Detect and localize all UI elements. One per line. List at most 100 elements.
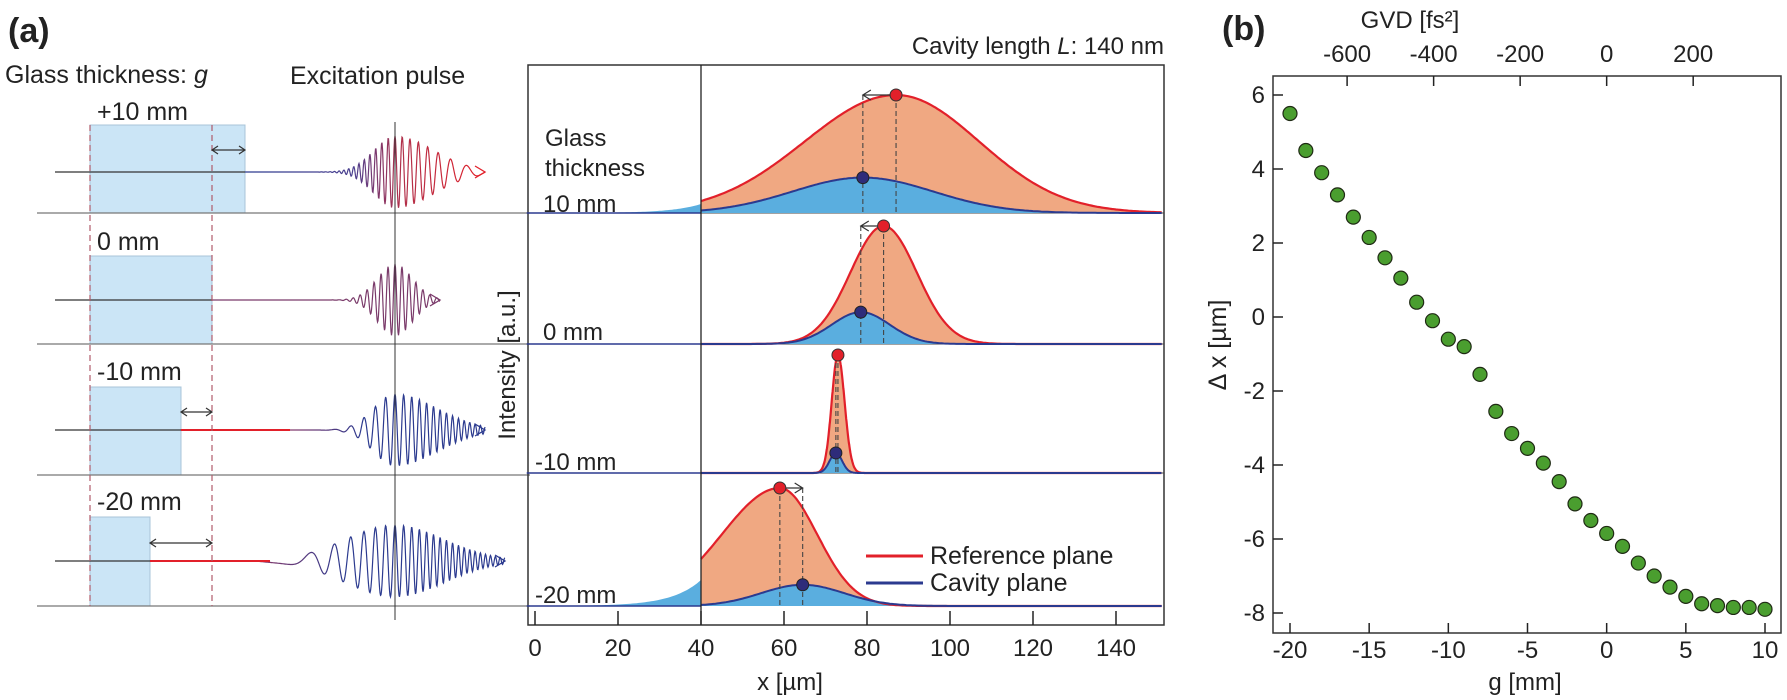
data-point (1678, 588, 1694, 604)
data-point (1361, 229, 1377, 246)
glass-block (89, 386, 182, 476)
y-axis-label-delta-x: Δ x [µm] (1204, 300, 1232, 391)
top-x-tick-label: -200 (1496, 41, 1544, 68)
reference-plane-fill (701, 488, 1162, 606)
top-x-tick-label: 200 (1673, 41, 1713, 68)
data-point (1630, 555, 1646, 571)
y-tick-label: 4 (1252, 156, 1265, 183)
subplot-header-line-2: thickness (545, 155, 645, 182)
legend-label-cavity: Cavity plane (930, 569, 1068, 597)
panel-b-label: (b) (1222, 10, 1265, 48)
data-point (1583, 512, 1599, 529)
cavity-tail-fill (526, 204, 701, 213)
data-point (1409, 294, 1425, 310)
cavity-peak-dot (854, 305, 868, 319)
data-point (1329, 187, 1346, 203)
reference-peak-dot (831, 348, 845, 362)
data-point (1567, 496, 1583, 512)
excitation-pulse-title: Excitation pulse (290, 62, 465, 90)
data-point (1393, 270, 1409, 286)
y-tick-label: -2 (1244, 378, 1265, 405)
arrow-head-icon (474, 423, 487, 437)
reference-plane-fill (701, 95, 1162, 213)
x-tick-label: 10 (1752, 637, 1779, 664)
double-arrow-icon (148, 538, 214, 548)
x-tick-label: -15 (1352, 637, 1387, 664)
cavity-peak-dot (856, 171, 870, 185)
glass-thickness-label: -10 mm (97, 358, 182, 386)
data-point (1440, 331, 1456, 347)
top-axis-label-gvd: GVD [fs²] (1361, 7, 1460, 34)
data-point (1757, 601, 1773, 617)
x-tick-label: 5 (1679, 637, 1692, 664)
x-tick-label: -5 (1517, 637, 1538, 664)
x-tick-label: 100 (930, 635, 970, 662)
x-tick-label: 120 (1013, 635, 1053, 662)
y-tick-label: 6 (1252, 82, 1265, 109)
x-tick-label: 0 (528, 635, 541, 662)
top-x-tick-label: -400 (1410, 41, 1458, 68)
glass-thickness-label: -20 mm (97, 488, 182, 516)
excitation-pulse-waveform (212, 263, 441, 336)
glass-thickness-title: Glass thickness: g (5, 61, 208, 89)
data-point (1424, 313, 1441, 329)
plot-frame (527, 64, 1165, 626)
data-point (1488, 403, 1504, 419)
x-tick-label: -20 (1273, 637, 1308, 664)
cavity-plane-curve (700, 583, 1162, 607)
double-arrow-icon (179, 407, 214, 417)
plot-frame (1272, 75, 1782, 634)
legend: Reference plane Cavity plane (866, 542, 1113, 597)
x-tick-label: 80 (854, 635, 881, 662)
arrow-head-icon (474, 165, 487, 179)
x-tick-label: 60 (771, 635, 798, 662)
data-point (1741, 599, 1757, 616)
cavity-length-title: Cavity length L: 140 nm (912, 33, 1164, 60)
x-tick-label: 140 (1096, 635, 1136, 662)
cavity-plane-fill (701, 584, 1162, 606)
data-point (1599, 525, 1615, 542)
data-point (1456, 339, 1472, 355)
cavity-tail-fill (526, 580, 701, 606)
excitation-pulse-waveform (245, 135, 486, 208)
reference-peak-dot (877, 219, 891, 233)
row-label-10mm: 10 mm (543, 191, 616, 218)
panel-b-chart: (b) GVD [fs²] Δ x [µm] g [mm] -20 -15 -10-… (1204, 7, 1782, 696)
x-tick-label: 20 (605, 635, 632, 662)
data-point (1725, 599, 1741, 616)
panel-a-chart: Cavity length L: 140 nm 0 20 40 60 80 100 120 1… (494, 33, 1165, 696)
y-tick-label: -8 (1244, 600, 1265, 627)
top-x-tick-label: 0 (1600, 41, 1613, 68)
panel-a-label: (a) (8, 12, 50, 50)
data-point (1662, 579, 1678, 595)
legend-label-reference: Reference plane (930, 542, 1113, 570)
cavity-plane-curve (700, 176, 1162, 214)
x-tick-label: -10 (1431, 637, 1466, 664)
data-point (1314, 165, 1330, 181)
reference-peak-dot (773, 481, 787, 495)
arrow-head-icon (429, 293, 442, 307)
data-point (1646, 568, 1662, 584)
data-point (1694, 596, 1710, 612)
cavity-plane-fill (701, 452, 1162, 473)
reference-plane-fill (701, 355, 1162, 473)
data-point (1519, 440, 1536, 456)
glass-block (89, 124, 246, 214)
reference-peak-dot (889, 88, 903, 102)
data-point (1504, 425, 1520, 442)
cavity-peak-dot (796, 578, 810, 592)
row-label-0mm: 0 mm (543, 319, 603, 346)
x-axis-label: x [µm] (757, 669, 823, 696)
data-point (1298, 142, 1314, 159)
y-axis-label-intensity: Intensity [a.u.] (494, 290, 521, 439)
data-point (1472, 366, 1488, 382)
glass-thickness-label: 0 mm (97, 228, 160, 256)
double-arrow-icon (210, 145, 247, 155)
x-tick-label: 40 (688, 635, 715, 662)
data-point (1345, 209, 1361, 225)
cavity-plane-fill (701, 312, 1162, 344)
subplot-header-line-1: Glass (545, 125, 606, 152)
panel-a-schematic: (a) Glass thickness: g Excitation pulse … (5, 12, 530, 620)
cavity-plane-curve (701, 451, 1162, 474)
